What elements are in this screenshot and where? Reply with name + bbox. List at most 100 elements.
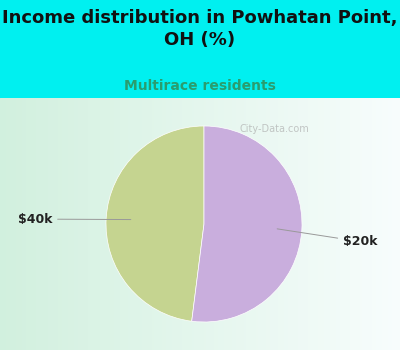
Bar [34, 98, 36, 350]
Bar [236, 98, 238, 350]
Bar [2, 98, 4, 350]
Bar [370, 98, 372, 350]
Bar [64, 98, 66, 350]
Bar [192, 98, 194, 350]
Bar [350, 98, 352, 350]
Bar [384, 98, 386, 350]
Text: $40k: $40k [18, 212, 131, 226]
Bar [72, 98, 74, 350]
Bar [156, 98, 158, 350]
Bar [126, 98, 128, 350]
Bar [36, 98, 38, 350]
Bar [294, 98, 296, 350]
Bar [186, 98, 188, 350]
Bar [210, 98, 212, 350]
Bar [48, 98, 50, 350]
Bar [142, 98, 144, 350]
Bar [196, 98, 198, 350]
Bar [394, 98, 396, 350]
Bar [132, 98, 134, 350]
Bar [46, 98, 48, 350]
Bar [332, 98, 334, 350]
Bar [86, 98, 88, 350]
Bar [172, 98, 174, 350]
Bar [32, 98, 34, 350]
Bar [120, 98, 122, 350]
Bar [296, 98, 298, 350]
Text: $20k: $20k [277, 229, 378, 248]
Bar [128, 98, 130, 350]
Bar [364, 98, 366, 350]
Bar [284, 98, 286, 350]
Bar [84, 98, 86, 350]
Bar [282, 98, 284, 350]
Bar [336, 98, 338, 350]
Bar [16, 98, 18, 350]
Bar [308, 98, 310, 350]
Bar [386, 98, 388, 350]
Bar [248, 98, 250, 350]
Bar [106, 98, 108, 350]
Bar [56, 98, 58, 350]
Bar [214, 98, 216, 350]
Bar [342, 98, 344, 350]
Bar [52, 98, 54, 350]
Bar [138, 98, 140, 350]
Bar [22, 98, 24, 350]
Bar [246, 98, 248, 350]
Bar [304, 98, 306, 350]
Bar [298, 98, 300, 350]
Bar [344, 98, 346, 350]
Bar [96, 98, 98, 350]
Bar [362, 98, 364, 350]
Bar [252, 98, 254, 350]
Bar [0, 98, 2, 350]
Bar [162, 98, 164, 350]
Bar [302, 98, 304, 350]
Bar [286, 98, 288, 350]
Bar [78, 98, 80, 350]
Bar [312, 98, 314, 350]
Bar [114, 98, 116, 350]
Bar [280, 98, 282, 350]
Bar [380, 98, 382, 350]
Text: City-Data.com: City-Data.com [240, 124, 310, 134]
Bar [270, 98, 272, 350]
Bar [74, 98, 76, 350]
Bar [388, 98, 390, 350]
Bar [6, 98, 8, 350]
Bar [230, 98, 232, 350]
Bar [226, 98, 228, 350]
Bar [42, 98, 44, 350]
Bar [316, 98, 318, 350]
Bar [228, 98, 230, 350]
Bar [14, 98, 16, 350]
Bar [58, 98, 60, 350]
Bar [28, 98, 30, 350]
Bar [110, 98, 112, 350]
Bar [102, 98, 104, 350]
Bar [44, 98, 46, 350]
Bar [338, 98, 340, 350]
Bar [372, 98, 374, 350]
Bar [340, 98, 342, 350]
Bar [152, 98, 154, 350]
Bar [356, 98, 358, 350]
Bar [204, 98, 206, 350]
Bar [314, 98, 316, 350]
Bar [354, 98, 356, 350]
Bar [216, 98, 218, 350]
Bar [194, 98, 196, 350]
Bar [190, 98, 192, 350]
Bar [238, 98, 240, 350]
Bar [112, 98, 114, 350]
Bar [170, 98, 172, 350]
Bar [322, 98, 324, 350]
Bar [160, 98, 162, 350]
Bar [146, 98, 148, 350]
Bar [76, 98, 78, 350]
Bar [300, 98, 302, 350]
Bar [12, 98, 14, 350]
Bar [276, 98, 278, 350]
Bar [158, 98, 160, 350]
